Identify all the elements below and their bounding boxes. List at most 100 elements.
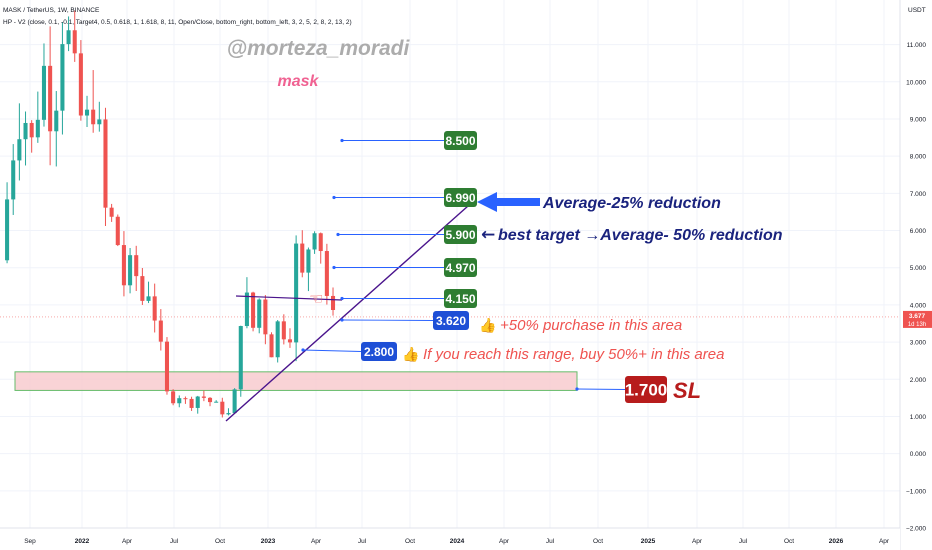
level-anchor-4.150 <box>340 296 344 301</box>
note-6990: Average-25% reduction <box>542 195 721 212</box>
candle-body <box>91 109 96 125</box>
level-anchor-3.620 <box>340 318 344 322</box>
left-arrow-icon: ← <box>481 225 495 245</box>
candle-body <box>244 292 249 327</box>
note-3620: +50% purchase in this area <box>500 317 682 334</box>
candle-body <box>195 396 200 408</box>
candle-body <box>140 276 145 301</box>
y-tick-label: 6.000 <box>910 228 927 235</box>
candle-body <box>164 341 170 392</box>
candle-body <box>214 401 219 403</box>
candle-body <box>23 122 28 140</box>
x-tick-label: Oct <box>784 538 794 545</box>
y-tick-label: 11.000 <box>907 42 927 49</box>
x-tick-label: 2022 <box>75 538 90 545</box>
thumbs-up-icon: 👍 <box>479 317 496 334</box>
thumbs-up-icon: 👍 <box>402 346 419 363</box>
y-tick-label: 3.000 <box>910 340 927 347</box>
candle-body <box>60 44 65 111</box>
price-axis: USDT 11.000 10.000 9.000 8.000 7.000 6.000 5.00… <box>899 0 932 550</box>
x-tick-label: Apr <box>879 538 890 545</box>
candle-body <box>275 321 280 358</box>
candle-body <box>189 398 194 408</box>
level-box-1.700 <box>625 376 667 403</box>
blue-arrow-icon <box>477 192 540 212</box>
x-tick-label: 2026 <box>829 538 844 545</box>
note-sl: SL <box>673 378 701 403</box>
candle-body <box>103 119 108 208</box>
symbol-header: MASK / TetherUS, 1W, BINANCE <box>3 7 100 14</box>
candle-body <box>5 199 10 261</box>
candle-body <box>35 119 40 138</box>
level-label-3.620: 3.620 <box>436 314 466 328</box>
candle-body <box>281 321 286 340</box>
candle-body <box>171 391 176 404</box>
level-guide-3.620 <box>341 319 434 321</box>
ticker-watermark: mask <box>278 73 320 90</box>
x-tick-label: Jul <box>358 538 367 545</box>
candle-body <box>97 119 102 125</box>
trendline <box>225 205 469 422</box>
level-label-4.970: 4.970 <box>445 261 475 275</box>
candle-body <box>300 243 305 273</box>
level-label-4.150: 4.150 <box>445 292 475 306</box>
candle-body <box>207 397 213 403</box>
candle-body <box>306 249 311 273</box>
time-axis: Sep 2022 Apr Jul Oct 2023 Apr Jul Oct 2024 Apr Jul O… <box>0 527 900 550</box>
x-tick-label: 2023 <box>261 538 276 545</box>
y-tick-label: 10.000 <box>906 79 926 86</box>
y-tick-label: 0.000 <box>910 451 927 458</box>
x-tick-label: Apr <box>692 538 703 545</box>
candle-body <box>146 296 151 301</box>
level-guide-1.700 <box>576 388 626 390</box>
level-guide-2.800 <box>302 349 362 352</box>
level-anchor-2.800 <box>301 348 305 352</box>
x-tick-label: Apr <box>122 538 133 545</box>
level-anchor-1.700 <box>575 387 579 391</box>
level-label-6.990: 6.990 <box>445 191 475 205</box>
support-zone <box>14 371 578 391</box>
price-axis-bg <box>900 0 932 550</box>
level-label-1.700: 1.700 <box>625 381 668 400</box>
candle-body <box>269 334 274 358</box>
x-tick-label: Oct <box>405 538 415 545</box>
candle-body <box>41 65 47 120</box>
x-tick-label: Apr <box>499 538 510 545</box>
candle-body <box>115 216 120 246</box>
axis-unit: USDT <box>908 7 926 14</box>
candle-body <box>312 233 317 250</box>
candle-body <box>48 65 53 132</box>
annotations: Average-25% reduction ← best target →Avera… <box>309 192 783 403</box>
current-price-badge <box>903 310 932 328</box>
x-tick-label: Jul <box>170 538 179 545</box>
current-price-label: 3.677 <box>909 313 926 320</box>
x-tick-label: Sep <box>24 538 36 545</box>
level-box-4.970 <box>444 258 477 277</box>
level-label-5.900: 5.900 <box>445 228 475 242</box>
y-tick-label: 7.000 <box>910 191 927 198</box>
candle-body <box>158 320 163 342</box>
y-tick-label: 9.000 <box>910 116 927 123</box>
x-tick-label: Oct <box>593 538 603 545</box>
levels: 8.500 6.990 5.900 4.970 4.150 3.620 2.800 1.700 <box>301 131 667 403</box>
level-label-2.800: 2.800 <box>364 345 394 359</box>
y-tick-label: 2.000 <box>910 377 927 384</box>
candle-body <box>78 53 83 116</box>
candle-body <box>134 255 139 277</box>
level-anchor-4.970 <box>332 265 336 270</box>
level-box-2.800 <box>361 342 397 361</box>
level-anchor-5.900 <box>336 232 340 237</box>
note-2800: If you reach this range, buy 50%+ in thi… <box>423 346 724 363</box>
y-tick-label: −2.000 <box>906 526 926 533</box>
indicator-header: HP - V2 (close, 0.1, -0.1, Target4, 0.5,… <box>3 19 352 26</box>
candle-body <box>318 233 323 252</box>
level-box-5.900 <box>444 225 477 244</box>
level-box-8.500 <box>444 131 477 150</box>
candle-body <box>183 398 188 400</box>
x-tick-label: Jul <box>546 538 555 545</box>
candle-body <box>232 389 237 414</box>
candle-body <box>201 396 206 398</box>
level-anchor-6.990 <box>332 195 336 200</box>
candle-body <box>257 299 262 328</box>
